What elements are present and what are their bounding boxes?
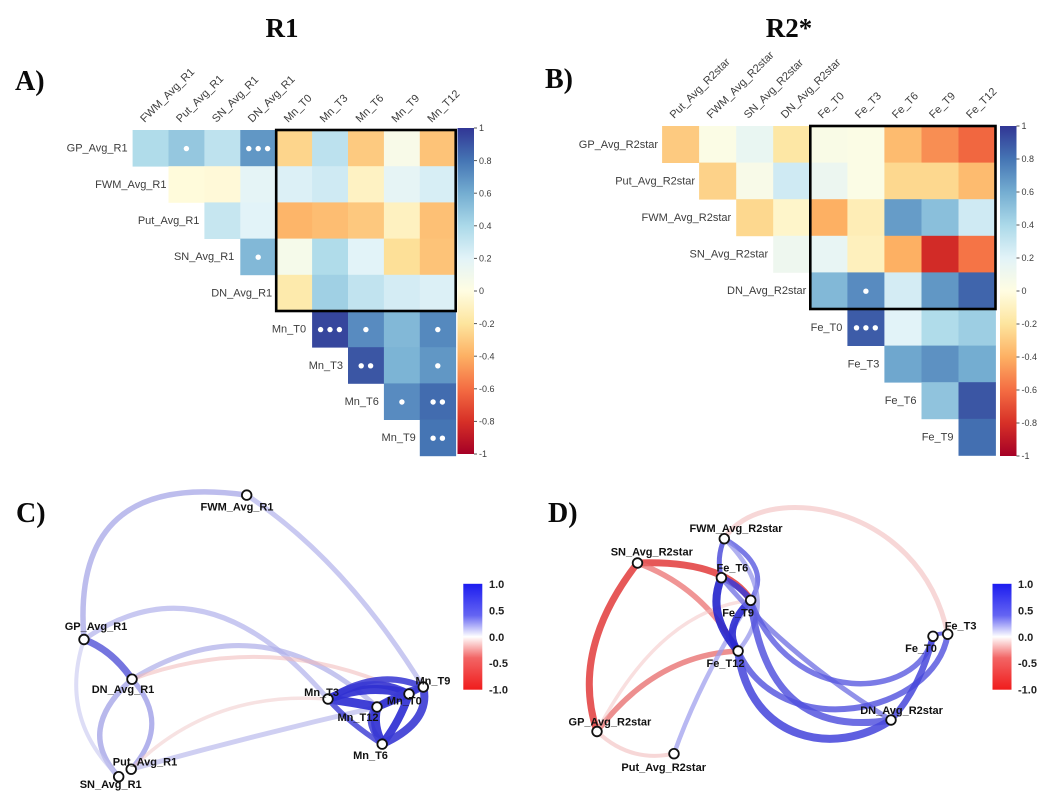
- svg-text:Put_Avg_R1: Put_Avg_R1: [138, 215, 200, 227]
- svg-text:Put_Avg_R2star: Put_Avg_R2star: [615, 175, 695, 187]
- svg-text:Mn_T12: Mn_T12: [338, 712, 379, 724]
- svg-text:0.0: 0.0: [489, 632, 504, 644]
- svg-text:FWM_Avg_R2star: FWM_Avg_R2star: [642, 212, 732, 224]
- svg-text:0.5: 0.5: [489, 605, 504, 617]
- svg-text:-0.2: -0.2: [1022, 319, 1038, 329]
- svg-text:-0.6: -0.6: [1022, 385, 1038, 395]
- svg-text:Mn_T3: Mn_T3: [309, 360, 343, 372]
- svg-text:FWM_Avg_R1: FWM_Avg_R1: [201, 502, 274, 514]
- svg-text:DN_Avg_R2star: DN_Avg_R2star: [860, 705, 943, 717]
- svg-text:Fe_T3: Fe_T3: [945, 621, 977, 633]
- svg-text:DN_Avg_R1: DN_Avg_R1: [92, 684, 155, 696]
- svg-text:FWM_Avg_R2star: FWM_Avg_R2star: [689, 523, 783, 535]
- svg-text:0: 0: [1022, 286, 1027, 296]
- svg-text:D): D): [548, 498, 578, 529]
- svg-text:-1.0: -1.0: [1018, 685, 1037, 697]
- svg-text:-0.2: -0.2: [479, 319, 495, 329]
- svg-text:Fe_T9: Fe_T9: [722, 608, 754, 620]
- svg-text:-0.8: -0.8: [479, 417, 495, 427]
- svg-text:0.6: 0.6: [479, 188, 492, 198]
- svg-text:Put_Avg_R1: Put_Avg_R1: [113, 757, 177, 769]
- svg-text:GP_Avg_R2star: GP_Avg_R2star: [569, 717, 652, 729]
- svg-text:SN_Avg_R2star: SN_Avg_R2star: [611, 547, 694, 559]
- svg-text:GP_Avg_R2star: GP_Avg_R2star: [579, 139, 659, 151]
- svg-text:0.5: 0.5: [1018, 605, 1033, 617]
- svg-text:SN_Avg_R1: SN_Avg_R1: [80, 779, 142, 791]
- svg-text:Mn_T9: Mn_T9: [382, 432, 416, 444]
- svg-text:Fe_T0: Fe_T0: [811, 322, 843, 334]
- svg-text:-0.6: -0.6: [479, 384, 495, 394]
- svg-text:Mn_T9: Mn_T9: [415, 676, 450, 688]
- svg-text:0.6: 0.6: [1022, 187, 1035, 197]
- svg-text:Fe_T3: Fe_T3: [848, 358, 880, 370]
- svg-text:DN_Avg_R2star: DN_Avg_R2star: [727, 285, 807, 297]
- svg-text:DN_Avg_R1: DN_Avg_R1: [211, 287, 272, 299]
- svg-text:0.4: 0.4: [1022, 220, 1035, 230]
- svg-text:Mn_T6: Mn_T6: [345, 396, 379, 408]
- svg-text:0.2: 0.2: [479, 254, 492, 264]
- svg-text:-1: -1: [479, 449, 487, 459]
- svg-text:1: 1: [1022, 121, 1027, 131]
- svg-text:0.4: 0.4: [479, 221, 492, 231]
- svg-text:Fe_T12: Fe_T12: [707, 658, 745, 670]
- svg-text:FWM_Avg_R1: FWM_Avg_R1: [95, 179, 166, 191]
- svg-text:GP_Avg_R1: GP_Avg_R1: [67, 143, 128, 155]
- svg-text:Put_Avg_R2star: Put_Avg_R2star: [621, 762, 706, 774]
- svg-text:1.0: 1.0: [489, 579, 504, 591]
- svg-text:Fe_T6: Fe_T6: [885, 395, 917, 407]
- svg-text:C): C): [16, 498, 46, 529]
- svg-text:GP_Avg_R1: GP_Avg_R1: [65, 621, 128, 633]
- svg-text:1: 1: [479, 123, 484, 133]
- svg-text:-0.5: -0.5: [1018, 658, 1037, 670]
- svg-text:Fe_T6: Fe_T6: [717, 563, 749, 575]
- svg-text:R1: R1: [266, 13, 299, 43]
- svg-text:R2*: R2*: [766, 13, 813, 43]
- svg-text:0: 0: [479, 286, 484, 296]
- svg-text:0.8: 0.8: [1022, 154, 1035, 164]
- svg-text:SN_Avg_R2star: SN_Avg_R2star: [690, 249, 769, 261]
- svg-text:A): A): [15, 66, 45, 97]
- svg-text:-1.0: -1.0: [489, 685, 508, 697]
- svg-text:0.8: 0.8: [479, 156, 492, 166]
- svg-text:0.0: 0.0: [1018, 632, 1033, 644]
- svg-text:Mn_T0: Mn_T0: [387, 696, 422, 708]
- svg-text:-0.4: -0.4: [1022, 352, 1038, 362]
- svg-text:-1: -1: [1022, 451, 1030, 461]
- svg-text:-0.5: -0.5: [489, 658, 508, 670]
- svg-text:Mn_T6: Mn_T6: [353, 750, 388, 762]
- svg-text:Mn_T3: Mn_T3: [304, 687, 339, 699]
- svg-text:SN_Avg_R1: SN_Avg_R1: [174, 251, 234, 263]
- svg-text:B): B): [545, 64, 573, 95]
- svg-text:-0.4: -0.4: [479, 351, 495, 361]
- svg-text:Fe_T9: Fe_T9: [922, 432, 954, 444]
- svg-text:0.2: 0.2: [1022, 253, 1035, 263]
- svg-text:1.0: 1.0: [1018, 579, 1033, 591]
- svg-text:Fe_T0: Fe_T0: [905, 643, 937, 655]
- svg-text:Mn_T0: Mn_T0: [272, 324, 306, 336]
- svg-text:-0.8: -0.8: [1022, 418, 1038, 428]
